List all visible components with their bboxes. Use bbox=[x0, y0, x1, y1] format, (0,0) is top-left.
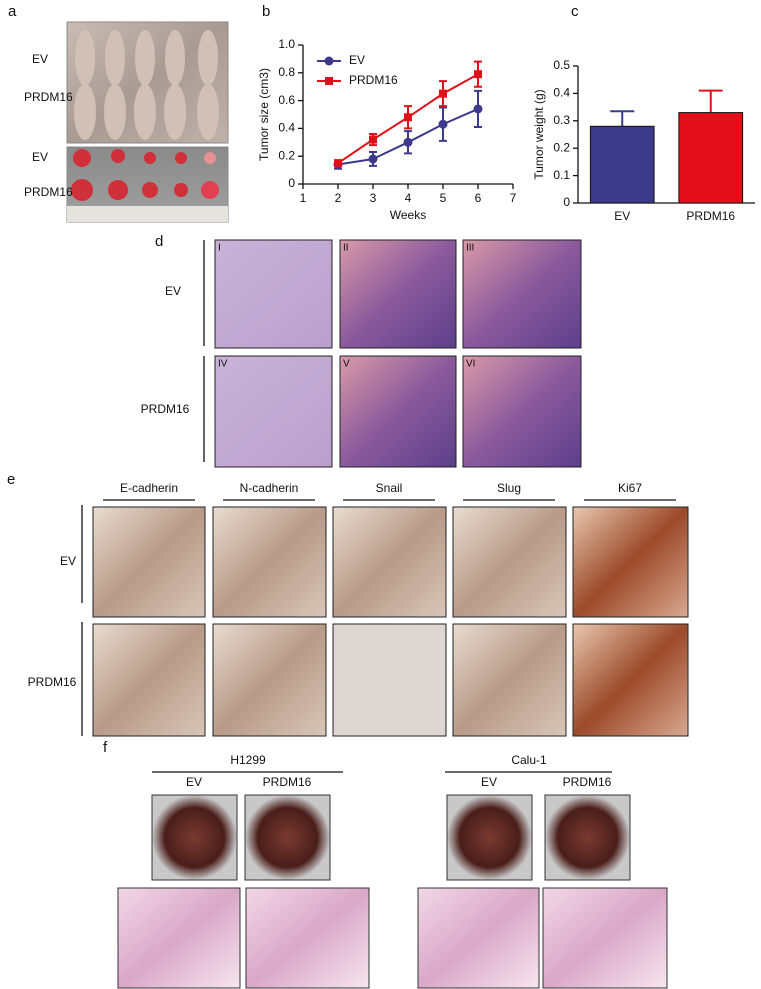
bar bbox=[589, 125, 655, 204]
image-label: IV bbox=[218, 359, 228, 370]
mice bbox=[74, 30, 219, 140]
marker bbox=[474, 70, 482, 79]
column-label: Ki67 bbox=[618, 481, 642, 495]
column-label: Slug bbox=[497, 481, 521, 495]
bar bbox=[678, 112, 744, 204]
x-axis-label: Weeks bbox=[390, 208, 426, 222]
y-tick-label: 0.4 bbox=[553, 86, 570, 100]
y-axis-label: Tumor size (cm3) bbox=[257, 68, 271, 161]
row-label: EV bbox=[165, 284, 181, 298]
tumors bbox=[71, 149, 219, 201]
legend-marker bbox=[325, 77, 333, 85]
x-tick-label: 7 bbox=[510, 191, 517, 205]
x-tick-label: EV bbox=[614, 209, 630, 223]
he-images bbox=[214, 239, 582, 468]
image-label: VI bbox=[466, 359, 475, 370]
x-tick-label: 6 bbox=[475, 191, 482, 205]
y-tick-label: 0.3 bbox=[553, 113, 570, 127]
group-label: Calu-1 bbox=[511, 753, 547, 767]
column-label: EV bbox=[481, 775, 497, 789]
row-label: PRDM16 bbox=[24, 185, 73, 199]
x-tick-label: 3 bbox=[370, 191, 377, 205]
group-label: H1299 bbox=[230, 753, 266, 767]
error-bar bbox=[698, 89, 723, 113]
y-tick-label: 0 bbox=[288, 176, 295, 190]
legend-label: EV bbox=[349, 53, 365, 67]
legend-label: PRDM16 bbox=[349, 73, 398, 87]
x-tick-label: 5 bbox=[440, 191, 447, 205]
marker bbox=[404, 113, 412, 122]
row-label: EV bbox=[60, 554, 76, 568]
x-tick-label: PRDM16 bbox=[686, 209, 735, 223]
legend-marker bbox=[324, 56, 334, 66]
column-label: E-cadherin bbox=[120, 481, 178, 495]
image-label: I bbox=[218, 243, 221, 254]
y-tick-label: 0.1 bbox=[553, 168, 570, 182]
ruler bbox=[67, 206, 228, 222]
row-label: EV bbox=[32, 150, 48, 164]
column-label: N-cadherin bbox=[240, 481, 299, 495]
marker bbox=[403, 137, 413, 147]
marker bbox=[368, 154, 378, 164]
y-tick-label: 0.4 bbox=[278, 121, 295, 135]
column-label: PRDM16 bbox=[563, 775, 612, 789]
panel-label: e bbox=[7, 471, 15, 488]
panel-label: c bbox=[571, 3, 579, 20]
y-tick-label: 0.2 bbox=[553, 140, 570, 154]
y-tick-label: 0.6 bbox=[278, 93, 295, 107]
panel-label: a bbox=[8, 3, 17, 20]
lung-images bbox=[117, 794, 668, 989]
y-axis-label: Tumor weight (g) bbox=[532, 89, 546, 179]
image-label: III bbox=[466, 243, 474, 254]
row-label: PRDM16 bbox=[24, 90, 73, 104]
y-tick-label: 1.0 bbox=[278, 37, 295, 51]
row-label: EV bbox=[32, 52, 48, 66]
error-bar bbox=[610, 110, 635, 127]
panel-label: f bbox=[103, 739, 108, 756]
x-tick-label: 2 bbox=[335, 191, 342, 205]
column-label: EV bbox=[186, 775, 202, 789]
image-label: II bbox=[343, 243, 349, 254]
marker bbox=[438, 119, 448, 129]
x-tick-label: 4 bbox=[405, 191, 412, 205]
marker bbox=[334, 159, 342, 168]
image-label: V bbox=[343, 359, 350, 370]
row-label: PRDM16 bbox=[141, 402, 190, 416]
x-tick-label: 1 bbox=[300, 191, 307, 205]
column-label: Snail bbox=[376, 481, 403, 495]
y-tick-label: 0 bbox=[563, 195, 570, 209]
panel-label: d bbox=[155, 233, 163, 250]
marker bbox=[369, 135, 377, 144]
panel-label: b bbox=[262, 3, 270, 20]
column-label: PRDM16 bbox=[263, 775, 312, 789]
ihc-images bbox=[92, 506, 689, 737]
marker bbox=[473, 104, 483, 114]
marker bbox=[439, 89, 447, 98]
row-label: PRDM16 bbox=[28, 675, 77, 689]
y-tick-label: 0.2 bbox=[278, 148, 295, 162]
y-tick-label: 0.5 bbox=[553, 58, 570, 72]
y-tick-label: 0.8 bbox=[278, 65, 295, 79]
